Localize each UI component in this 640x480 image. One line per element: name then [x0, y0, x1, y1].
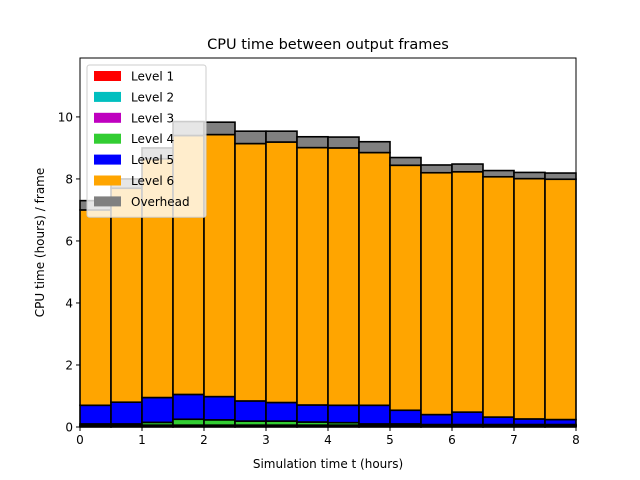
legend-label-level-1: Level 1 — [131, 70, 174, 84]
legend-label-overhead: Overhead — [131, 195, 190, 209]
x-tick-label: 4 — [324, 433, 332, 447]
bar-segment-level-5-bin-3 — [172, 393, 205, 421]
bar-segment-overhead-bin-5 — [234, 130, 267, 145]
bar-segment-overhead-bin-9 — [358, 140, 391, 154]
y-tick-label: 0 — [65, 421, 73, 435]
bar-segment-level-6-bin-5 — [234, 142, 267, 402]
bar-segment-level-6-bin-7 — [296, 146, 329, 406]
bar-segment-level-5-bin-7 — [296, 404, 329, 423]
bar-segment-level-6-bin-15 — [544, 178, 577, 421]
bar-segment-level-6-bin-8 — [327, 147, 360, 407]
bar-segment-level-6-bin-12 — [451, 171, 484, 413]
x-tick-label: 7 — [510, 433, 518, 447]
legend-swatch-level-4 — [94, 133, 121, 144]
bar-segment-overhead-bin-6 — [265, 130, 298, 143]
bar-segment-overhead-bin-11 — [420, 164, 453, 174]
bar-segment-level-5-bin-12 — [451, 411, 484, 426]
chart-title: CPU time between output frames — [207, 37, 449, 53]
bar-segment-level-5-bin-4 — [203, 395, 236, 421]
legend-swatch-level-2 — [94, 91, 121, 102]
y-tick-label: 8 — [65, 172, 73, 186]
legend: Level 1 Level 2 Level 3 Level 4 Level 5 Level… — [86, 64, 207, 218]
bar-segment-overhead-bin-10 — [389, 156, 422, 167]
bars-group — [79, 120, 577, 428]
bar-segment-level-5-bin-1 — [110, 401, 143, 425]
bar-segment-level-5-bin-6 — [265, 401, 298, 422]
bar-segment-level-5-bin-8 — [327, 404, 360, 424]
legend-label-level-5: Level 5 — [131, 153, 174, 167]
bar-segment-overhead-bin-7 — [296, 135, 329, 149]
bar-segment-overhead-bin-15 — [544, 172, 577, 181]
y-tick-label: 4 — [65, 296, 73, 310]
bar-segment-overhead-bin-14 — [513, 171, 546, 180]
legend-swatch-level-3 — [94, 112, 121, 123]
bar-segment-level-5-bin-9 — [358, 404, 391, 425]
bar-segment-level-5-bin-2 — [141, 396, 174, 424]
legend-label-level-4: Level 4 — [131, 132, 174, 146]
legend-swatch-overhead — [94, 196, 121, 207]
bar-segment-overhead-bin-4 — [203, 121, 236, 136]
legend-swatch-level-6 — [94, 175, 121, 186]
legend-label-level-6: Level 6 — [131, 174, 174, 188]
bar-segment-level-6-bin-11 — [420, 171, 453, 416]
bar-segment-level-5-bin-0 — [79, 404, 112, 425]
bar-segment-overhead-bin-13 — [482, 169, 515, 178]
y-tick-label: 6 — [65, 234, 73, 248]
bar-segment-level-5-bin-13 — [482, 416, 515, 426]
bar-segment-level-6-bin-13 — [482, 175, 515, 418]
y-tick-label: 2 — [65, 358, 73, 372]
legend-label-level-2: Level 2 — [131, 90, 174, 104]
bar-segment-level-6-bin-6 — [265, 141, 298, 404]
y-axis-ticks: 0 2 4 6 8 10 — [58, 110, 80, 435]
bar-segment-level-6-bin-14 — [513, 177, 546, 420]
bar-segment-level-5-bin-10 — [389, 409, 422, 425]
legend-swatch-level-5 — [94, 154, 121, 165]
bar-segment-level-6-bin-9 — [358, 151, 391, 407]
x-axis-label: Simulation time t (hours) — [253, 457, 403, 471]
bar-segment-level-5-bin-5 — [234, 400, 267, 422]
y-tick-label: 10 — [58, 110, 73, 124]
y-axis-label: CPU time (hours) / frame — [33, 168, 47, 318]
bar-segment-overhead-bin-12 — [451, 163, 484, 173]
bar-segment-overhead-bin-8 — [327, 136, 360, 149]
x-tick-label: 8 — [572, 433, 580, 447]
bar-segment-level-6-bin-1 — [110, 187, 143, 403]
bar-segment-level-6-bin-0 — [79, 209, 112, 407]
bar-segment-level-5-bin-11 — [420, 413, 453, 426]
x-tick-label: 1 — [138, 433, 146, 447]
x-tick-label: 6 — [448, 433, 456, 447]
legend-swatch-level-1 — [94, 71, 121, 81]
bar-segment-level-6-bin-4 — [203, 133, 236, 398]
legend-label-level-3: Level 3 — [131, 111, 174, 125]
x-tick-label: 3 — [262, 433, 270, 447]
bar-segment-level-6-bin-10 — [389, 164, 422, 412]
x-tick-label: 0 — [76, 433, 84, 447]
x-tick-label: 5 — [386, 433, 394, 447]
x-tick-label: 2 — [200, 433, 208, 447]
x-axis-ticks: 0 1 2 3 4 5 6 7 8 — [76, 427, 580, 447]
bar-segment-level-5-bin-14 — [513, 418, 546, 426]
bar-segment-level-4-bin-3 — [172, 418, 205, 426]
